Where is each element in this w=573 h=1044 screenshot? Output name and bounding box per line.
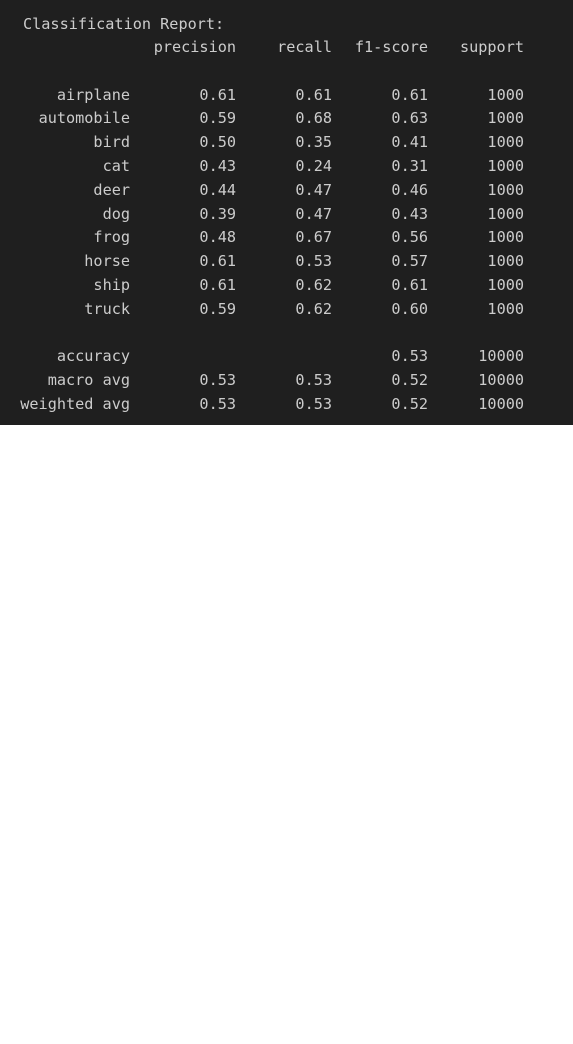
precision-value: 0.59 [199, 109, 236, 128]
empty-cell [130, 345, 236, 369]
class-label: dog [102, 204, 130, 223]
precision-value: 0.53 [199, 394, 236, 413]
f1-score-value: 0.60 [391, 299, 428, 318]
table-row: horse 0.61 0.53 0.57 1000 [0, 250, 524, 274]
table-row: airplane 0.61 0.61 0.61 1000 [0, 84, 524, 108]
precision-value: 0.61 [199, 85, 236, 104]
f1-score-value: 0.52 [391, 371, 428, 390]
class-label: truck [84, 299, 130, 318]
precision-value: 0.59 [199, 299, 236, 318]
summary-label: accuracy [56, 347, 130, 366]
recall-value: 0.62 [295, 275, 332, 294]
header-label-blank [0, 36, 130, 60]
table-row: frog 0.48 0.67 0.56 1000 [0, 226, 524, 250]
precision-value: 0.48 [199, 228, 236, 247]
recall-value: 0.61 [295, 85, 332, 104]
precision-value: 0.43 [199, 156, 236, 175]
support-value: 1000 [487, 228, 524, 247]
class-label: cat [102, 156, 130, 175]
support-value: 1000 [487, 156, 524, 175]
accuracy-row: accuracy 0.53 10000 [0, 345, 524, 369]
summary-label: weighted avg [20, 394, 130, 413]
class-label: frog [93, 228, 130, 247]
support-value: 10000 [478, 347, 524, 366]
recall-value: 0.62 [295, 299, 332, 318]
class-label: deer [93, 180, 130, 199]
f1-score-value: 0.61 [391, 275, 428, 294]
support-value: 10000 [478, 371, 524, 390]
class-label: ship [93, 275, 130, 294]
recall-value: 0.35 [295, 133, 332, 152]
weighted-avg-row: weighted avg 0.53 0.53 0.52 10000 [0, 393, 524, 417]
header-f1-score: f1-score [354, 38, 428, 56]
precision-value: 0.61 [199, 275, 236, 294]
f1-score-value: 0.46 [391, 180, 428, 199]
table-row: ship 0.61 0.62 0.61 1000 [0, 274, 524, 298]
header-support: support [459, 38, 524, 56]
cell-output-panel: Classification Report: precision recall … [0, 0, 573, 425]
support-value: 1000 [487, 109, 524, 128]
precision-value: 0.61 [199, 252, 236, 271]
table-row: truck 0.59 0.62 0.60 1000 [0, 298, 524, 322]
table-row: cat 0.43 0.24 0.31 1000 [0, 155, 524, 179]
class-label: airplane [56, 85, 130, 104]
recall-value: 0.67 [295, 228, 332, 247]
precision-value: 0.44 [199, 180, 236, 199]
table-row: automobile 0.59 0.68 0.63 1000 [0, 107, 524, 131]
f1-score-value: 0.61 [391, 85, 428, 104]
support-value: 1000 [487, 85, 524, 104]
recall-value: 0.24 [295, 156, 332, 175]
report-title: Classification Report: [23, 15, 225, 33]
support-value: 1000 [487, 204, 524, 223]
class-label: horse [84, 252, 130, 271]
recall-value: 0.68 [295, 109, 332, 128]
support-value: 1000 [487, 252, 524, 271]
blank-row [0, 60, 524, 84]
support-value: 1000 [487, 275, 524, 294]
header-recall: recall [277, 38, 332, 56]
f1-score-value: 0.53 [391, 347, 428, 366]
precision-value: 0.39 [199, 204, 236, 223]
summary-label: macro avg [47, 371, 130, 390]
support-value: 1000 [487, 133, 524, 152]
macro-avg-row: macro avg 0.53 0.53 0.52 10000 [0, 369, 524, 393]
empty-cell [236, 345, 332, 369]
recall-value: 0.53 [295, 252, 332, 271]
recall-value: 0.47 [295, 180, 332, 199]
f1-score-value: 0.52 [391, 394, 428, 413]
precision-value: 0.53 [199, 371, 236, 390]
recall-value: 0.53 [295, 394, 332, 413]
f1-score-value: 0.56 [391, 228, 428, 247]
header-row: precision recall f1-score support [0, 36, 524, 60]
class-label: automobile [38, 109, 130, 128]
table-row: deer 0.44 0.47 0.46 1000 [0, 179, 524, 203]
table-row: dog 0.39 0.47 0.43 1000 [0, 203, 524, 227]
support-value: 10000 [478, 394, 524, 413]
support-value: 1000 [487, 299, 524, 318]
recall-value: 0.47 [295, 204, 332, 223]
table-row: bird 0.50 0.35 0.41 1000 [0, 131, 524, 155]
recall-value: 0.53 [295, 371, 332, 390]
f1-score-value: 0.31 [391, 156, 428, 175]
blank-row [0, 322, 524, 346]
f1-score-value: 0.63 [391, 109, 428, 128]
f1-score-value: 0.43 [391, 204, 428, 223]
class-label: bird [93, 133, 130, 152]
f1-score-value: 0.41 [391, 133, 428, 152]
precision-value: 0.50 [199, 133, 236, 152]
header-precision: precision [153, 38, 236, 56]
support-value: 1000 [487, 180, 524, 199]
f1-score-value: 0.57 [391, 252, 428, 271]
classification-report-table: precision recall f1-score support airpla… [0, 36, 524, 417]
